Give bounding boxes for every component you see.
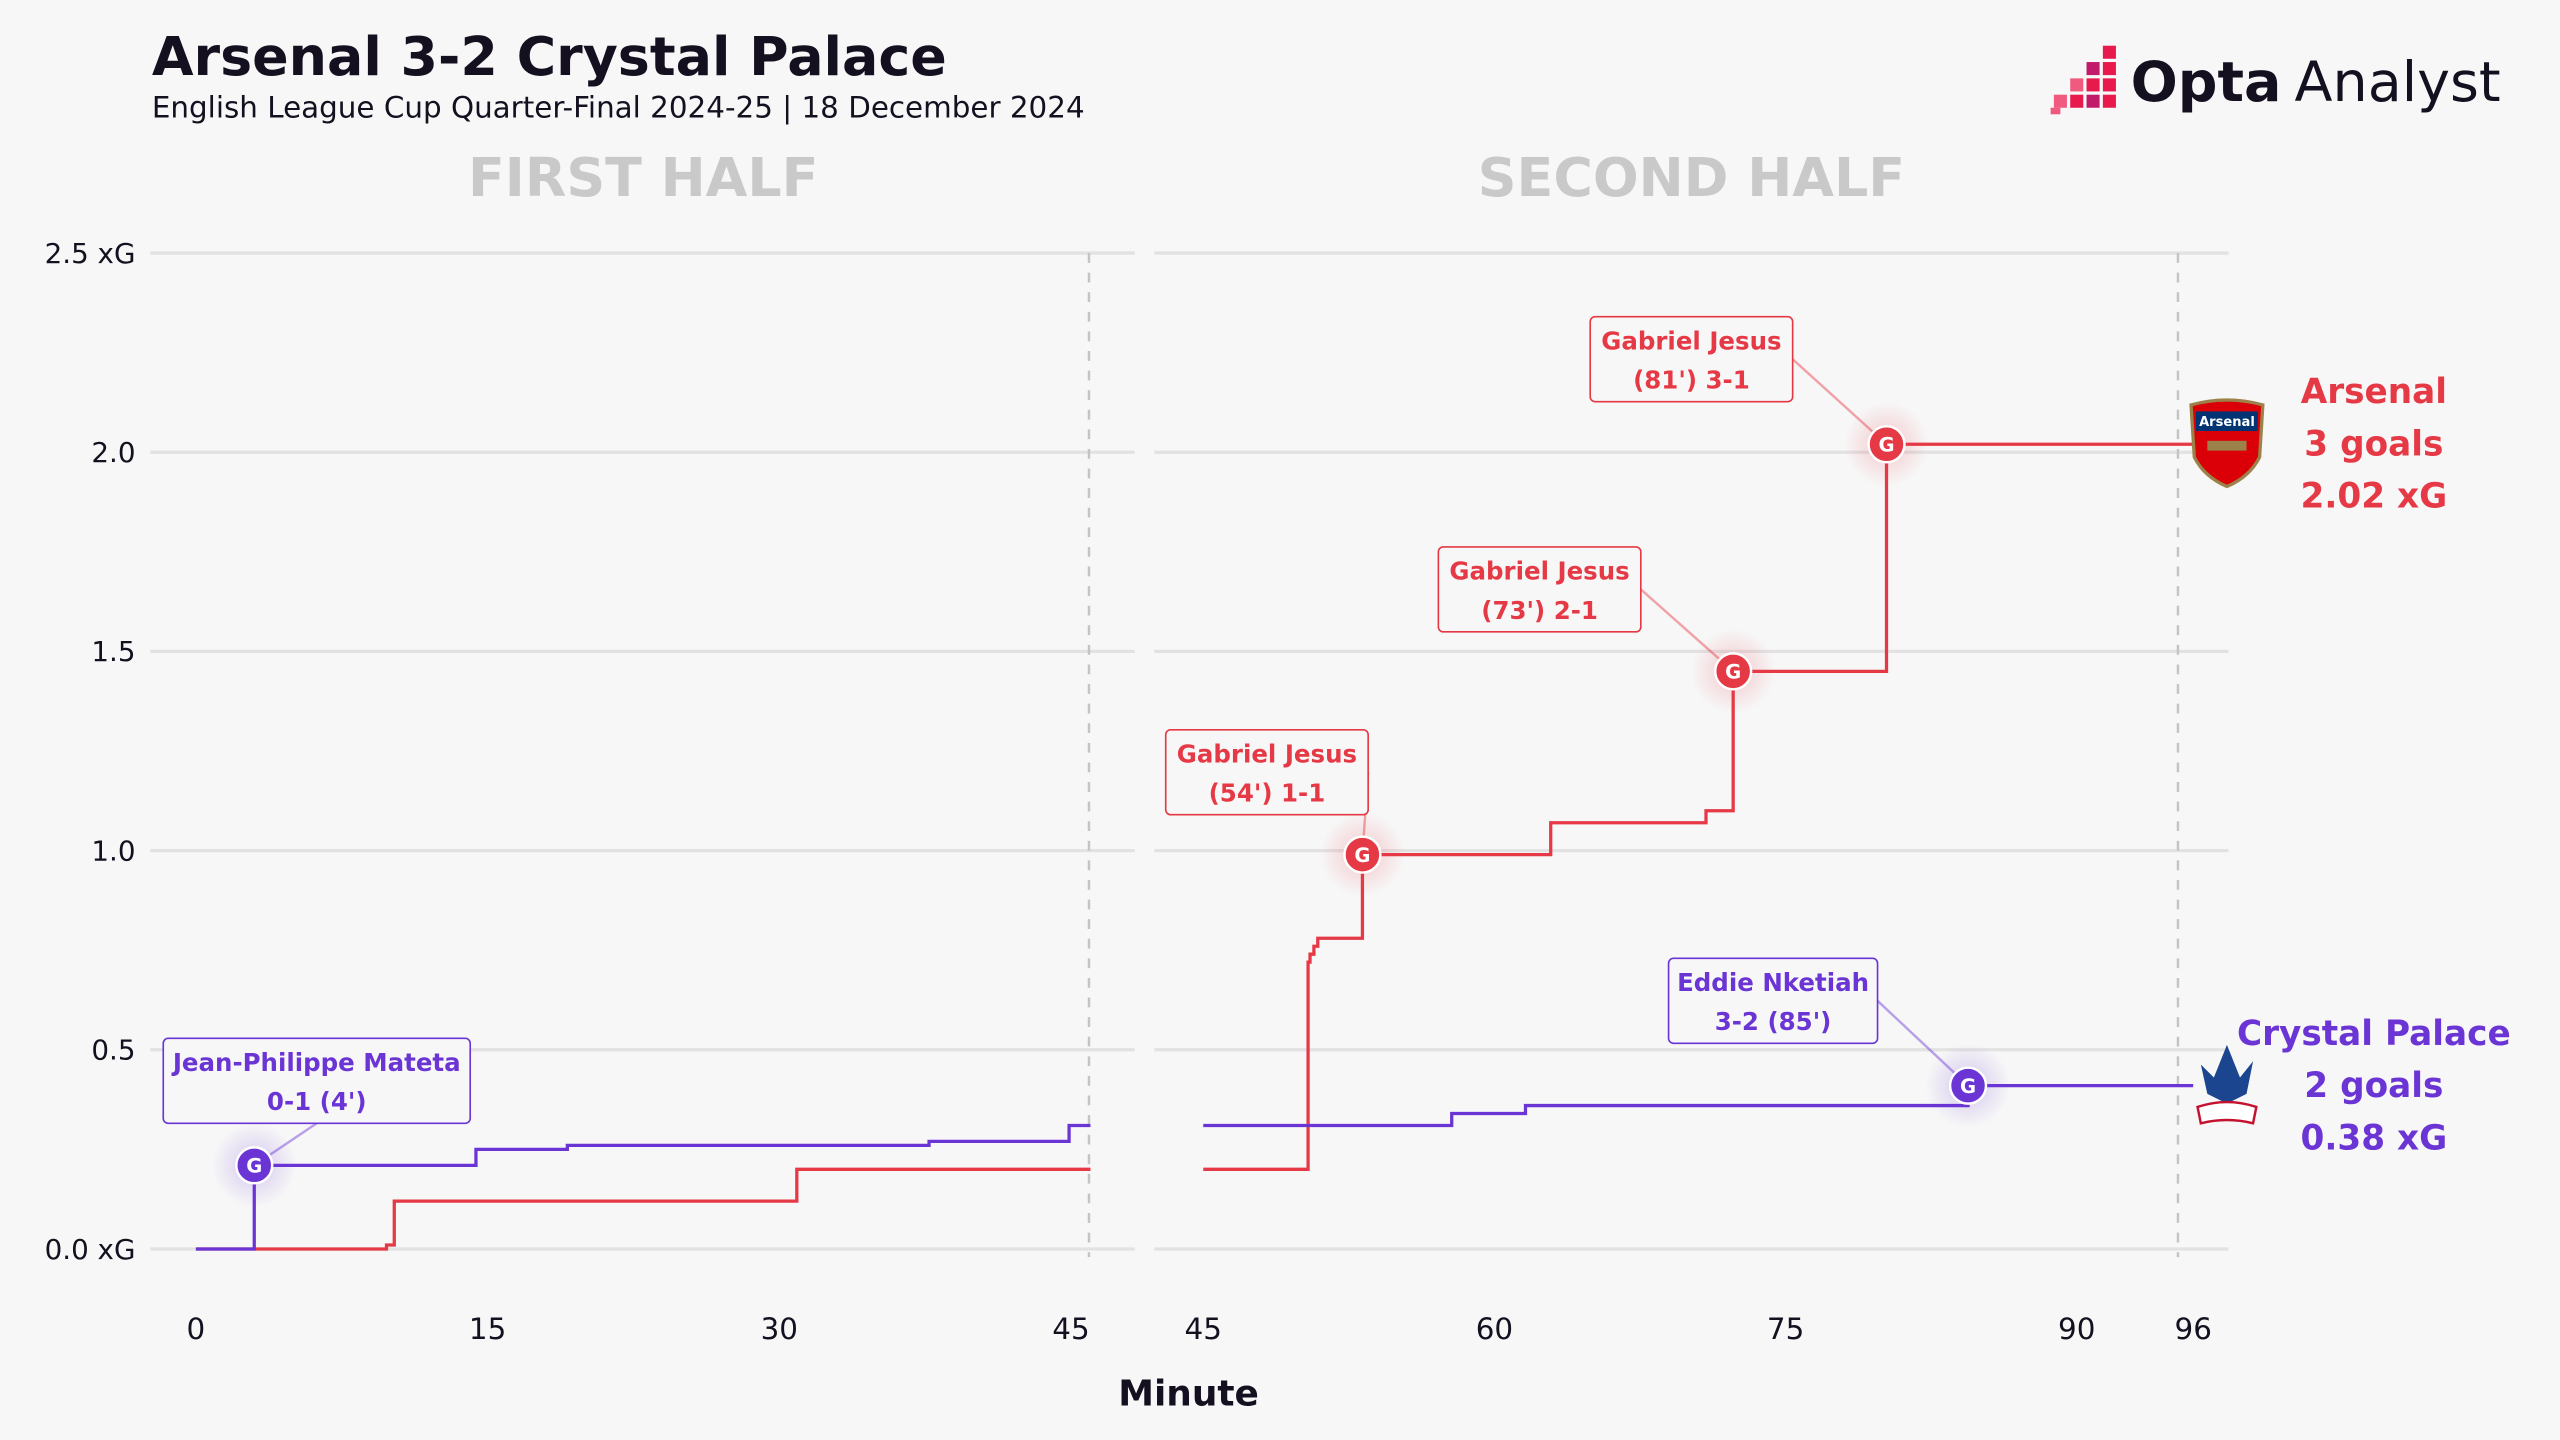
chart-subtitle: English League Cup Quarter-Final 2024-25… <box>152 91 1085 126</box>
goal-marker <box>1867 425 1906 464</box>
annotation-box <box>1437 546 1642 633</box>
arsenal-crest: Arsenal <box>2189 398 2265 489</box>
goal-marker-label: G <box>1878 434 1894 457</box>
x-axis-label: Minute <box>1118 1374 1259 1415</box>
annotation-detail: 3-2 (85') <box>1715 1007 1832 1036</box>
chart-title: Arsenal 3-2 Crystal Palace <box>152 25 947 88</box>
y-tick-label: 2.0 <box>91 436 135 469</box>
series-line-arsenal <box>195 1167 1091 1251</box>
series-line-crystal-palace <box>1203 1084 2194 1128</box>
series-lines <box>195 442 2194 1251</box>
y-tick-label: 1.5 <box>91 635 135 668</box>
annotation-box <box>1164 728 1369 816</box>
y-axis: 0.0 xG 0.5 1.0 1.5 2.0 2.5 xG <box>45 237 136 1266</box>
goal-marker-label: G <box>1354 844 1370 867</box>
logo-text-light: Analyst <box>2295 50 2501 115</box>
annotation-scorer: Gabriel Jesus <box>1449 557 1629 586</box>
panel-title-first-half: FIRST HALF <box>468 146 818 209</box>
x-tick-label: 45 <box>1185 1312 1222 1346</box>
annotation-scorer: Eddie Nketiah <box>1677 968 1869 997</box>
goal-marker <box>1713 652 1753 691</box>
y-tick-label: 1.0 <box>91 834 135 867</box>
goal-marker <box>1948 1066 1988 1105</box>
x-axis: 0 15 30 45 45 60 75 90 96 <box>187 1312 2212 1346</box>
team-summary-line: 2.02 xG <box>2301 477 2448 517</box>
x-tick-label: 75 <box>1767 1312 1804 1346</box>
annotation-detail: (81') 3-1 <box>1633 366 1750 395</box>
goal-annotations: G Jean-Philippe Mateta 0-1 (4') G Gabriel Je… <box>162 315 2011 1208</box>
x-tick-label: 0 <box>187 1312 206 1346</box>
opta-analyst-logo: Opta Analyst <box>2050 45 2501 115</box>
goal-annotation: G Jean-Philippe Mateta 0-1 (4') <box>162 1037 472 1208</box>
annotation-box <box>162 1037 472 1125</box>
x-tick-label: 45 <box>1052 1312 1089 1346</box>
goal-marker-label: G <box>1725 661 1741 684</box>
panel-title-second-half: SECOND HALF <box>1478 146 1905 209</box>
x-tick-label: 60 <box>1476 1312 1513 1346</box>
x-tick-label: 30 <box>761 1312 798 1346</box>
series-line-crystal-palace <box>195 1123 1091 1251</box>
team-summary-line: 3 goals <box>2304 425 2443 465</box>
y-tick-label: 0.0 xG <box>45 1233 136 1266</box>
goal-marker-label: G <box>1960 1075 1976 1098</box>
goal-marker <box>1343 835 1382 874</box>
team-summary-line: Crystal Palace <box>2237 1014 2511 1054</box>
annotation-detail: (73') 2-1 <box>1481 596 1598 625</box>
team-summaries: Arsenal 3 goals 2.02 xG Crystal Palace 2 goa… <box>2237 372 2511 1158</box>
annotation-detail: 0-1 (4') <box>267 1087 367 1116</box>
annotation-detail: (54') 1-1 <box>1209 779 1326 808</box>
logo-pixel-icon <box>2050 45 2116 115</box>
x-tick-label: 96 <box>2175 1312 2212 1346</box>
y-tick-label: 2.5 xG <box>45 237 136 270</box>
annotation-scorer: Gabriel Jesus <box>1177 739 1357 768</box>
goal-marker-label: G <box>246 1155 262 1178</box>
arsenal-crest-text: Arsenal <box>2199 415 2255 430</box>
x-tick-label: 90 <box>2058 1312 2095 1346</box>
annotation-scorer: Jean-Philippe Mateta <box>171 1048 461 1077</box>
annotation-box <box>1589 315 1794 403</box>
goal-annotation: G Eddie Nketiah 3-2 (85') <box>1667 957 2011 1129</box>
annotation-box <box>1667 957 1879 1045</box>
logo-text-bold: Opta <box>2131 50 2282 115</box>
y-tick-label: 0.5 <box>91 1034 135 1067</box>
team-summary-line: 0.38 xG <box>2301 1118 2448 1158</box>
goal-annotation: G Gabriel Jesus (73') 2-1 <box>1437 546 1776 714</box>
goal-annotation: G Gabriel Jesus (54') 1-1 <box>1164 728 1405 898</box>
x-tick-label: 15 <box>469 1312 506 1346</box>
team-summary-line: Arsenal <box>2301 372 2447 412</box>
goal-annotation: G Gabriel Jesus (81') 3-1 <box>1589 315 1929 487</box>
crystal-palace-crest <box>2196 1044 2258 1125</box>
goal-marker <box>235 1146 274 1185</box>
annotation-scorer: Gabriel Jesus <box>1601 326 1781 355</box>
team-summary-line: 2 goals <box>2304 1066 2443 1106</box>
